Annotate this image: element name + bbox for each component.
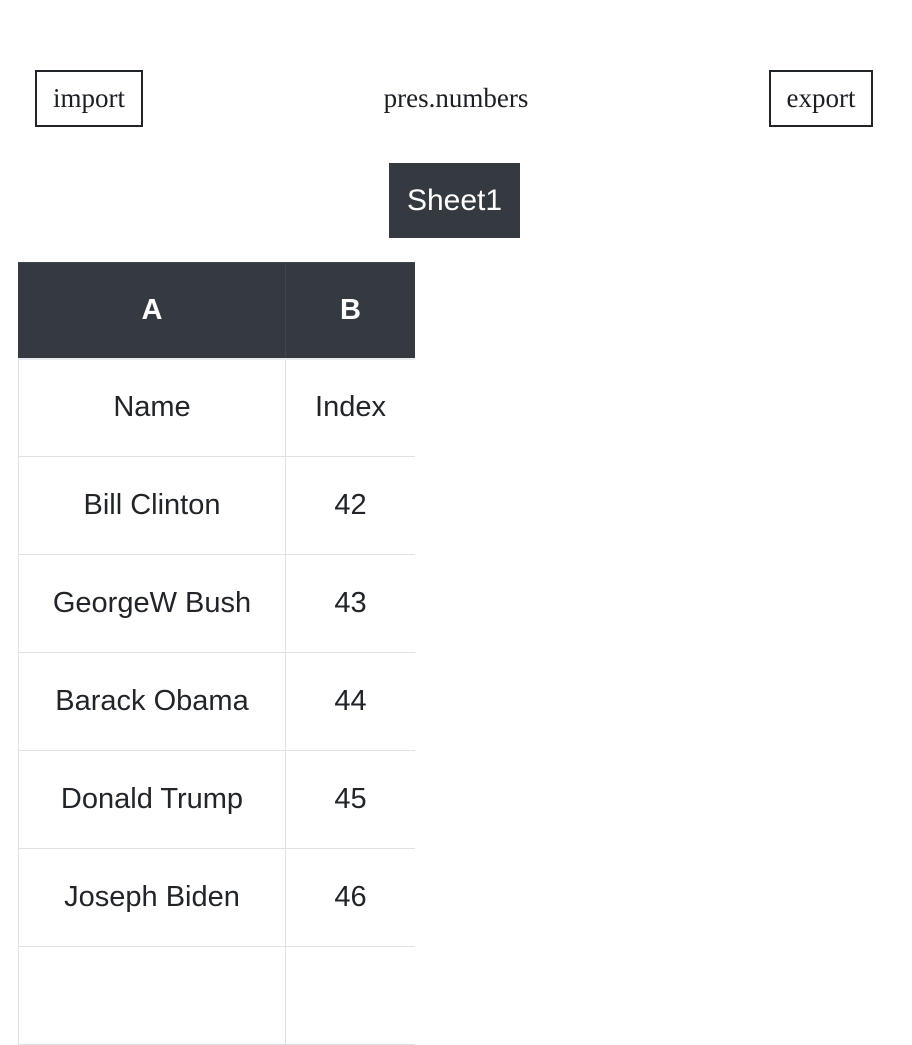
grid-body: Name Index Bill Clinton 42 GeorgeW Bush … <box>18 358 415 1045</box>
sheet-tab-sheet1[interactable]: Sheet1 <box>389 163 520 238</box>
sheet-tab-strip: Sheet1 <box>0 163 912 238</box>
grid-table: A B Name Index Bill Clinton 42 GeorgeW B… <box>18 262 415 1045</box>
import-button[interactable]: import <box>35 70 143 127</box>
table-row: Donald Trump 45 <box>18 750 415 849</box>
toolbar: import pres.numbers export <box>0 0 912 150</box>
table-row: Bill Clinton 42 <box>18 456 415 555</box>
spreadsheet-grid: A B Name Index Bill Clinton 42 GeorgeW B… <box>18 262 415 1045</box>
export-button[interactable]: export <box>769 70 873 127</box>
table-row: Name Index <box>18 358 415 457</box>
file-title: pres.numbers <box>383 83 529 113</box>
column-header-b[interactable]: B <box>285 262 415 360</box>
cell-a6[interactable]: Joseph Biden <box>18 848 286 947</box>
cell-a3[interactable]: GeorgeW Bush <box>18 554 286 653</box>
cell-b4[interactable]: 44 <box>285 652 415 751</box>
cell-b5[interactable]: 45 <box>285 750 415 849</box>
table-row: GeorgeW Bush 43 <box>18 554 415 653</box>
cell-b1[interactable]: Index <box>285 358 415 457</box>
table-row <box>18 946 415 1045</box>
grid-header-row: A B <box>18 262 415 360</box>
cell-b2[interactable]: 42 <box>285 456 415 555</box>
cell-b7[interactable] <box>285 946 415 1045</box>
cell-a1[interactable]: Name <box>18 358 286 457</box>
cell-a7[interactable] <box>18 946 286 1045</box>
table-row: Barack Obama 44 <box>18 652 415 751</box>
table-row: Joseph Biden 46 <box>18 848 415 947</box>
cell-b6[interactable]: 46 <box>285 848 415 947</box>
cell-a4[interactable]: Barack Obama <box>18 652 286 751</box>
cell-a2[interactable]: Bill Clinton <box>18 456 286 555</box>
cell-b3[interactable]: 43 <box>285 554 415 653</box>
cell-a5[interactable]: Donald Trump <box>18 750 286 849</box>
column-header-a[interactable]: A <box>18 262 286 360</box>
